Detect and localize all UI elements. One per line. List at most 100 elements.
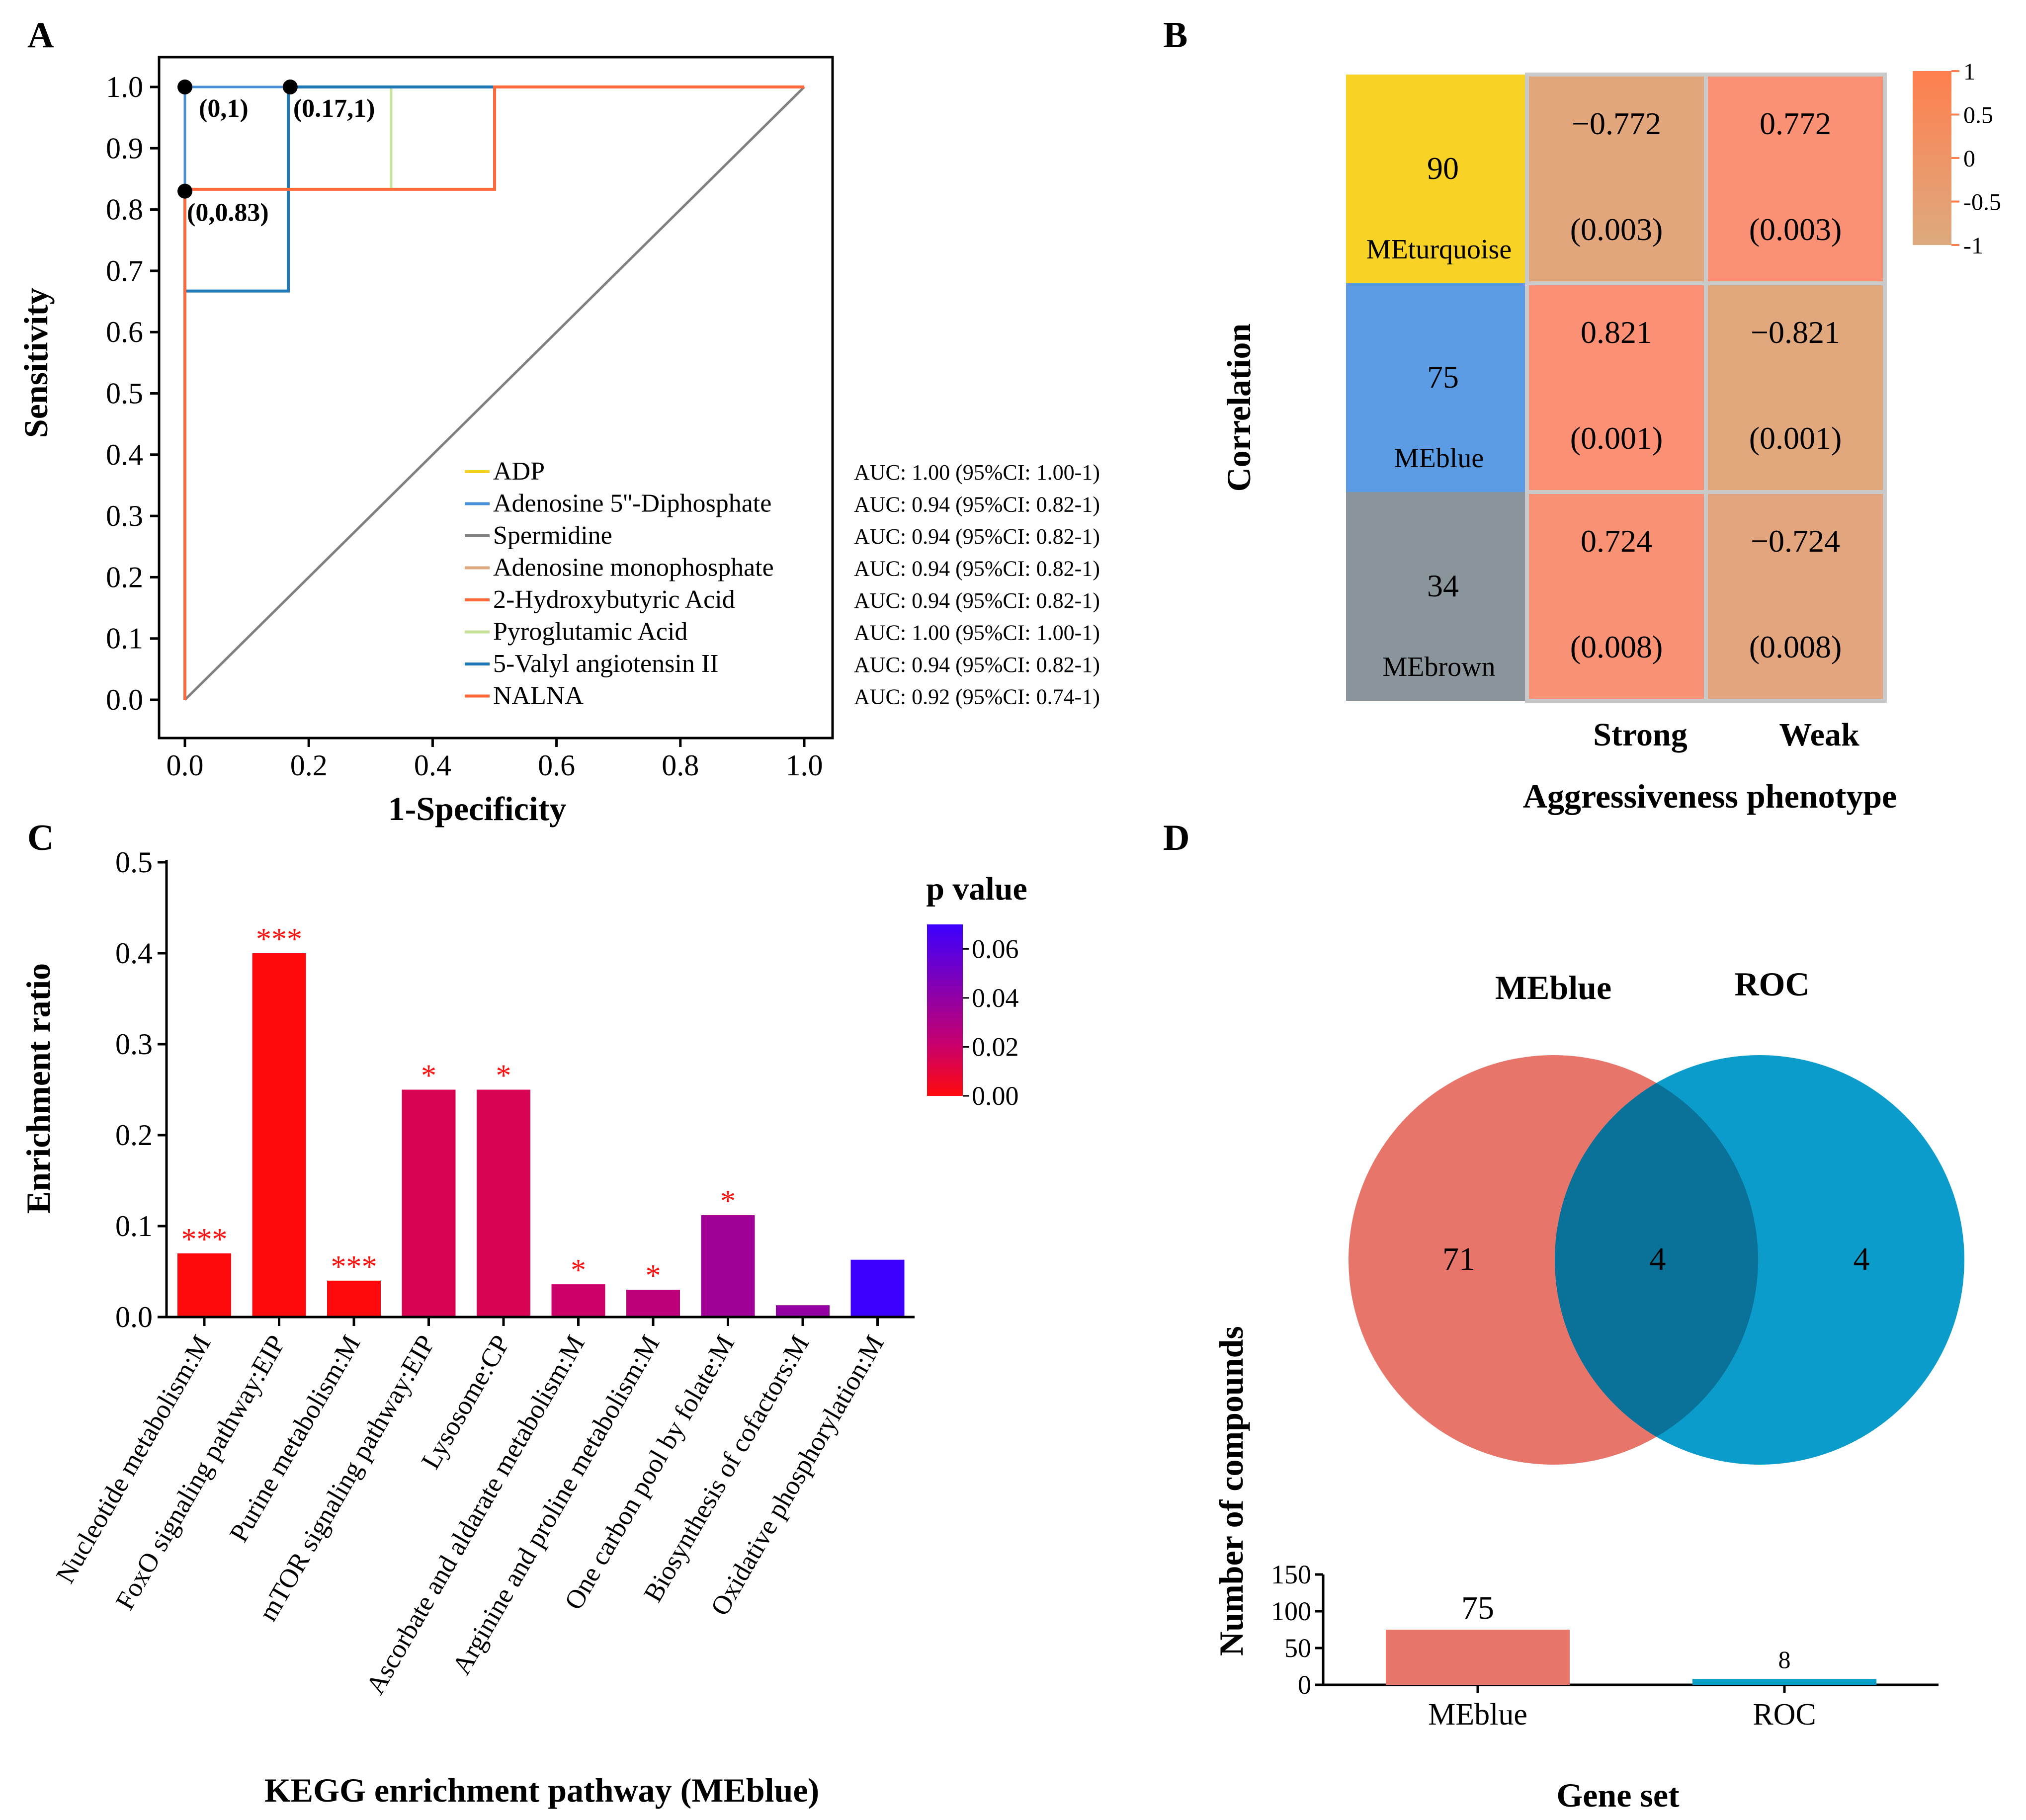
- heatmap-colorbar: 1 0.5 0 -0.5 -1: [1913, 59, 2001, 259]
- gene-set-y-tick-label: 50: [1284, 1633, 1311, 1663]
- panel-label-b: B: [1163, 15, 1187, 56]
- roc-y-tick-label: 0.9: [106, 132, 143, 165]
- roc-point-label: (0,1): [199, 94, 249, 123]
- kegg-y-tick-label: 0.3: [115, 1028, 153, 1061]
- panel-label-d: D: [1163, 818, 1189, 858]
- roc-lines: [183, 85, 805, 701]
- roc-legend-label: 2-Hydroxybutyric Acid: [493, 585, 735, 614]
- roc-x-tick-label: 0.4: [414, 749, 451, 782]
- kegg-significance-mark: *: [720, 1184, 736, 1218]
- kegg-bar: [252, 953, 306, 1317]
- heatmap-module-name: MEblue: [1394, 443, 1484, 474]
- heatmap-cell: [1525, 281, 1708, 494]
- heatmap-module-count: 75: [1427, 359, 1459, 395]
- heatmap-col-weak: Weak: [1779, 717, 1859, 753]
- kegg-significance-mark: ***: [331, 1250, 377, 1284]
- roc-y-tick-label: 1.0: [106, 71, 143, 103]
- kegg-bar: [551, 1284, 605, 1317]
- roc-panel: 0.0 0.2 0.4 0.6 0.8 1.0 0.0 0.1 0.2 0.3 0.4 0.5 0.6 0…: [17, 56, 1100, 827]
- roc-legend-auc: AUC: 0.92 (95%CI: 0.74-1): [854, 685, 1100, 709]
- roc-legend-label: ADP: [493, 457, 545, 486]
- gene-set-y-axis-title: Number of compounds: [1212, 1326, 1250, 1656]
- kegg-bar-panel: ***Nucleotide metabolism:M***FoxO signal…: [19, 846, 1027, 1809]
- kegg-significance-mark: ***: [256, 922, 302, 956]
- kegg-bar: [402, 1089, 456, 1317]
- gene-set-category-label: MEblue: [1428, 1698, 1527, 1732]
- roc-legend-auc: AUC: 0.94 (95%CI: 0.82-1): [854, 588, 1100, 613]
- kegg-significance-mark: *: [646, 1259, 661, 1293]
- heatmap-module-name: MEturquoise: [1366, 234, 1512, 265]
- roc-legend-auc: AUC: 1.00 (95%CI: 1.00-1): [854, 460, 1100, 485]
- heatmap-cell-pvalue: (0.003): [1570, 212, 1663, 247]
- kegg-bar: [850, 1259, 905, 1317]
- roc-legend-label: Spermidine: [493, 521, 612, 550]
- gene-set-bar: [1692, 1679, 1876, 1685]
- kegg-colorbar-label: 0.04: [972, 983, 1019, 1013]
- roc-y-tick-label: 0.7: [106, 254, 143, 287]
- roc-legend-auc: AUC: 0.94 (95%CI: 0.82-1): [854, 493, 1100, 517]
- heatmap-module-count: 90: [1427, 151, 1459, 186]
- heatmap-panel: 90 MEturquoise 75 MEblue 34 MEbrown −0.772 (0.…: [1220, 59, 2001, 815]
- roc-y-tick-label: 0.0: [106, 683, 143, 716]
- roc-x-tick-label: 1.0: [786, 749, 823, 782]
- kegg-significance-mark: *: [421, 1059, 436, 1093]
- heatmap-x-axis-title: Aggressiveness phenotype: [1523, 777, 1897, 815]
- kegg-category-label: Purine metabolism:M: [224, 1330, 366, 1547]
- kegg-bar: [626, 1290, 680, 1317]
- roc-y-tick-label: 0.4: [106, 438, 143, 471]
- roc-y-tick-label: 0.8: [106, 193, 143, 226]
- kegg-colorbar-label: 0.02: [972, 1032, 1019, 1062]
- gene-set-bar-value: 8: [1778, 1646, 1791, 1673]
- heatmap-cell: [1525, 490, 1708, 703]
- kegg-bar: [776, 1305, 830, 1317]
- roc-point-marker: [177, 80, 192, 94]
- roc-legend-label: Adenosine 5''-Diphosphate: [493, 490, 771, 518]
- kegg-x-axis-title: KEGG enrichment pathway (MEblue): [264, 1771, 819, 1809]
- heatmap-cell-value: −0.772: [1572, 106, 1661, 141]
- heatmap-cell-pvalue: (0.008): [1749, 629, 1842, 664]
- gene-set-bars: 0 50 100 150 75 MEblue 8 ROC: [1271, 1560, 1939, 1732]
- heatmap-module-count: 34: [1427, 568, 1459, 603]
- roc-annotations: (0,1) (0.17,1) (0,0.83): [177, 80, 375, 227]
- heatmap-cell-value: 0.821: [1581, 315, 1652, 350]
- gene-set-x-axis-title: Gene set: [1556, 1776, 1680, 1814]
- kegg-y-tick-label: 0.4: [115, 937, 153, 970]
- venn-label-roc: ROC: [1734, 965, 1809, 1003]
- heatmap-col-strong: Strong: [1593, 717, 1688, 753]
- kegg-pvalue-colorbar: [927, 924, 963, 1096]
- heatmap-colorbar: [1913, 71, 1951, 245]
- roc-point-marker: [282, 80, 298, 94]
- gene-set-y-tick-label: 100: [1271, 1596, 1311, 1626]
- gene-set-y-tick-label: 150: [1271, 1560, 1311, 1589]
- kegg-bar: [177, 1253, 231, 1317]
- kegg-y-tick-label: 0.0: [115, 1301, 153, 1333]
- kegg-bar: [327, 1280, 381, 1317]
- roc-y-tick-label: 0.5: [106, 377, 143, 410]
- kegg-y-tick-label: 0.2: [115, 1119, 153, 1152]
- roc-x-tick-label: 0.0: [167, 749, 204, 782]
- kegg-bars: ***Nucleotide metabolism:M***FoxO signal…: [50, 922, 905, 1699]
- heatmap-colorbar-label: 0.5: [1963, 102, 1993, 129]
- kegg-pvalue-legend: p value 0.06 0.04 0.02 0.00: [926, 871, 1027, 1111]
- roc-point-marker: [177, 183, 192, 199]
- kegg-axes: 0.0 0.1 0.2 0.3 0.4 0.5: [115, 846, 915, 1333]
- heatmap-colorbar-label: 1: [1963, 59, 1975, 85]
- heatmap-cell-pvalue: (0.001): [1749, 420, 1842, 456]
- kegg-legend-title: p value: [926, 871, 1027, 907]
- kegg-significance-mark: *: [571, 1253, 586, 1287]
- roc-ticks: 0.0 0.2 0.4 0.6 0.8 1.0 0.0 0.1 0.2 0.3 0.4 0.5 0.6 0…: [106, 71, 823, 782]
- gene-set-bar: [1386, 1630, 1570, 1685]
- kegg-y-tick-label: 0.1: [115, 1210, 153, 1242]
- roc-point-label: (0,0.83): [187, 199, 269, 227]
- kegg-significance-mark: ***: [181, 1223, 228, 1256]
- roc-y-tick-label: 0.6: [106, 316, 143, 348]
- heatmap-module-name: MEbrown: [1382, 652, 1495, 682]
- venn-panel: MEblue ROC 71 4 4 05010015075MEblue8ROC …: [1212, 965, 1964, 1814]
- heatmap-cell: [1525, 73, 1708, 285]
- heatmap-module-block: [1346, 492, 1525, 701]
- roc-legend-auc: AUC: 0.94 (95%CI: 0.82-1): [854, 557, 1100, 581]
- venn-label-meblue: MEblue: [1495, 969, 1611, 1006]
- heatmap-cell-value: 0.772: [1760, 106, 1831, 141]
- roc-x-axis-title: 1-Specificity: [388, 790, 567, 827]
